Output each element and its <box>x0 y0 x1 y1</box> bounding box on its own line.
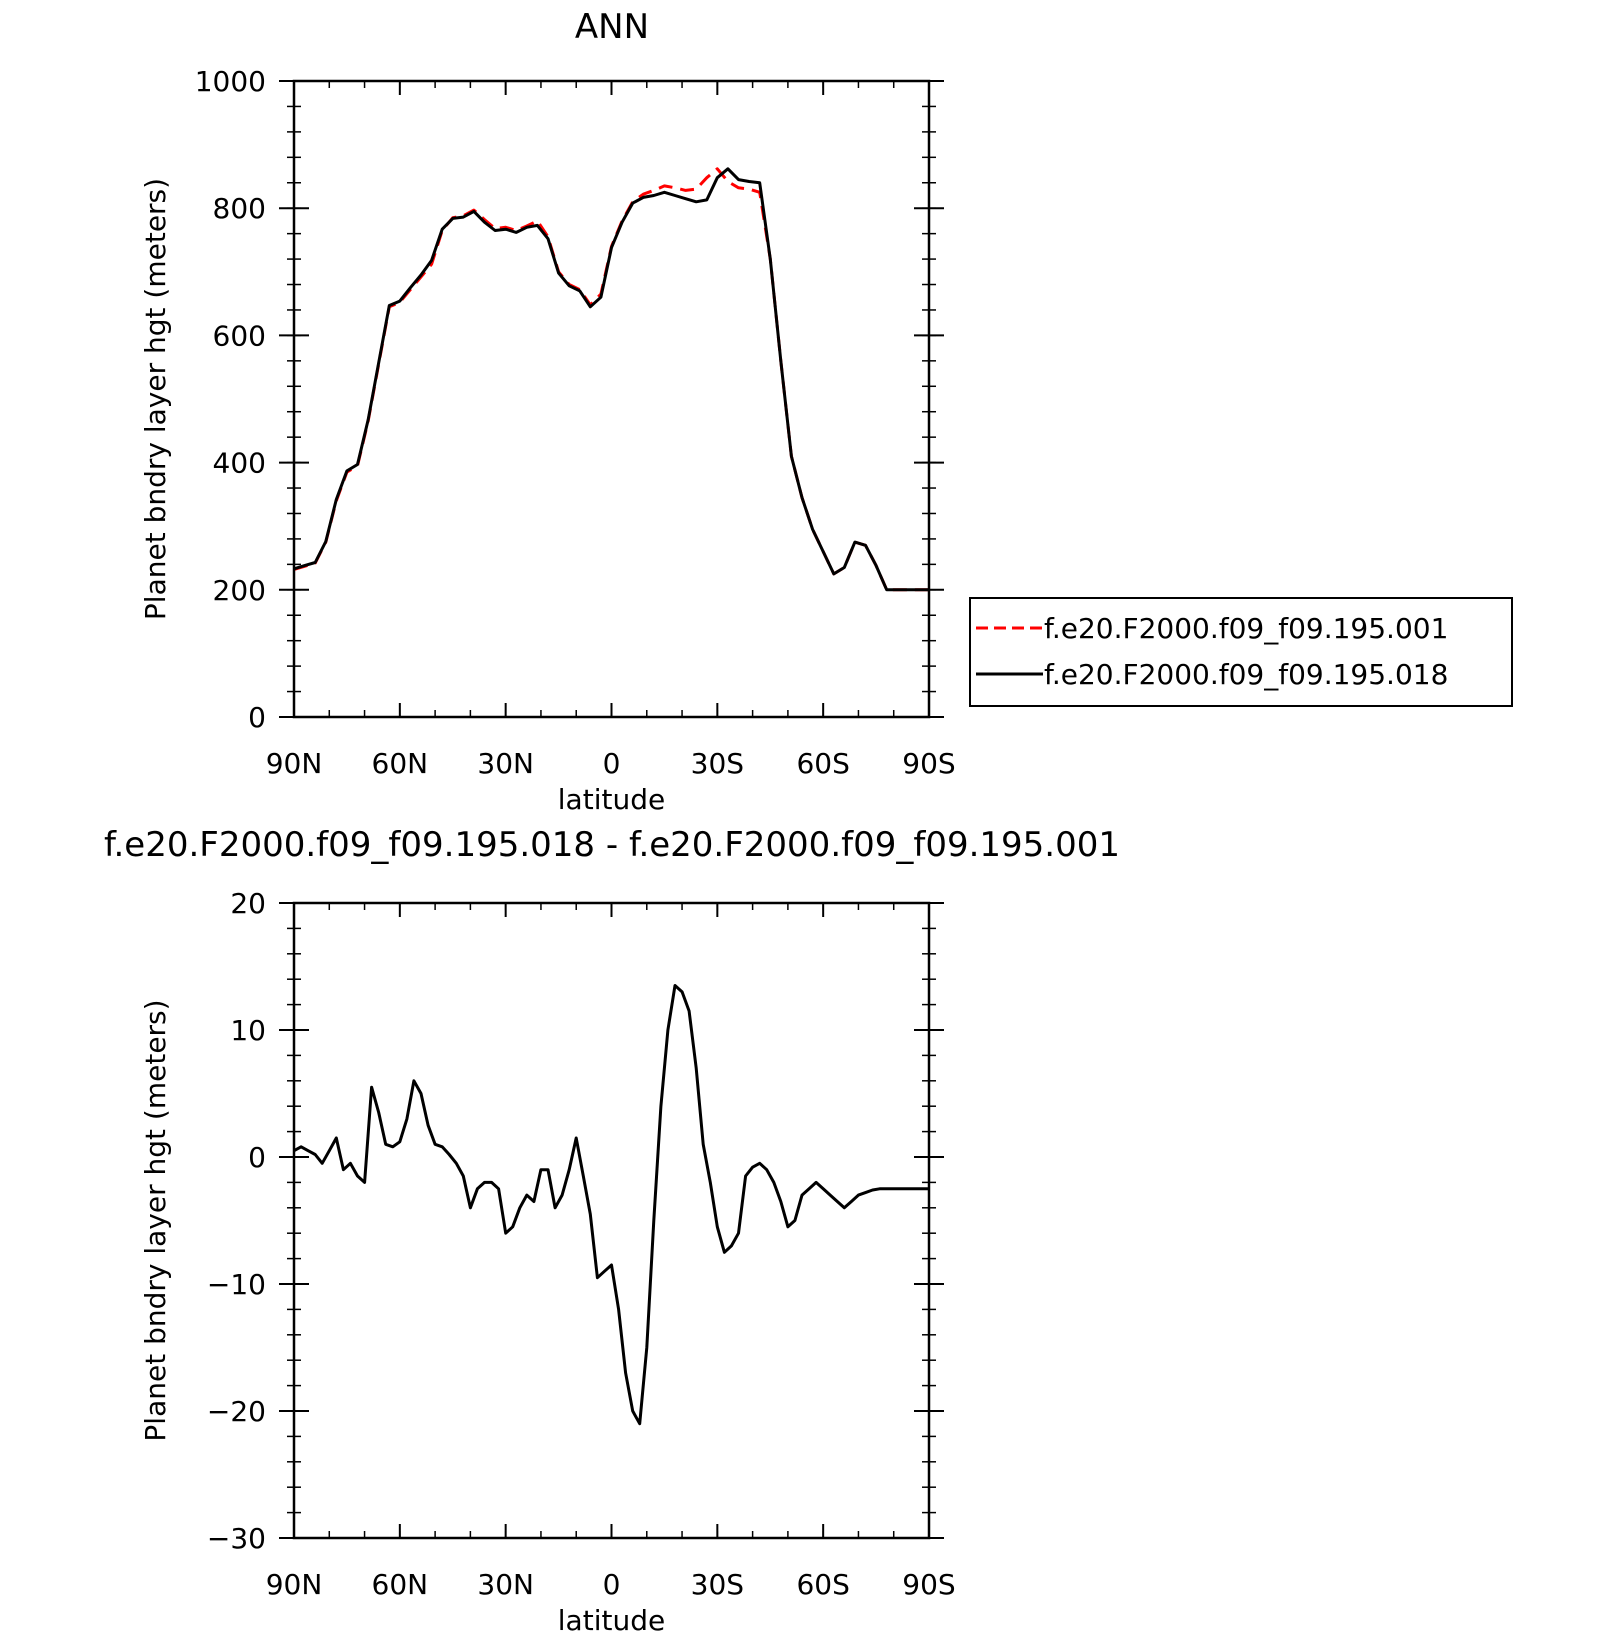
x-tick-label: 30N <box>477 747 534 780</box>
x-tick-label: 60S <box>796 1568 849 1601</box>
y-tick-label: 600 <box>213 319 266 352</box>
x-tick-label: 90N <box>266 1568 323 1601</box>
y-tick-label: −10 <box>207 1268 266 1301</box>
series-line-1 <box>293 167 929 592</box>
x-tick-label: 90S <box>902 1568 955 1601</box>
x-tick-label: 30S <box>691 747 744 780</box>
x-tick-label: 60N <box>372 1568 429 1601</box>
x-tick-label: 60S <box>796 747 849 780</box>
x-tick-label: 60N <box>372 747 429 780</box>
legend-entry: f.e20.F2000.f09_f09.195.018 <box>1044 658 1448 691</box>
plot-frame <box>292 79 931 719</box>
y-tick-label: 0 <box>248 1141 266 1174</box>
x-tick-label: 0 <box>603 1568 621 1601</box>
y-tick-label: 200 <box>213 574 266 607</box>
x-axis-label: latitude <box>558 783 665 816</box>
plot-frame <box>292 901 931 1540</box>
series-line-0 <box>293 167 929 592</box>
x-tick-label: 30S <box>691 1568 744 1601</box>
chart-title: ANN <box>575 7 649 47</box>
y-tick-label: 800 <box>213 192 266 225</box>
chart-top: ANN 90N 60N 30N 0 30S 60S 90S 0 200 400 600 800 1000 l… <box>139 7 956 816</box>
chart-difference: f.e20.F2000.f09_f09.195.018 - f.e20.F200… <box>104 825 1120 1635</box>
legend: f.e20.F2000.f09_f09.195.001 f.e20.F2000.f… <box>969 597 1513 707</box>
x-tick-label: 30N <box>477 1568 534 1601</box>
x-tick-label: 90N <box>266 747 323 780</box>
y-tick-label: 0 <box>248 701 266 734</box>
x-tick-label: 0 <box>603 747 621 780</box>
y-tick-label: 400 <box>213 447 266 480</box>
series-line-0 <box>293 984 929 1426</box>
legend-box <box>969 597 1513 707</box>
y-tick-label: 10 <box>230 1014 266 1047</box>
legend-entry: f.e20.F2000.f09_f09.195.001 <box>1044 612 1448 645</box>
y-tick-label: 20 <box>230 887 266 920</box>
y-tick-label: −30 <box>207 1522 266 1555</box>
x-axis-label: latitude <box>558 1604 665 1635</box>
x-tick-label: 90S <box>902 747 955 780</box>
y-tick-label: −20 <box>207 1395 266 1428</box>
y-tick-label: 1000 <box>195 65 266 98</box>
chart-title: f.e20.F2000.f09_f09.195.018 - f.e20.F200… <box>104 825 1120 865</box>
y-axis-label: Planet bndry layer hgt (meters) <box>139 999 172 1441</box>
y-axis-label: Planet bndry layer hgt (meters) <box>139 178 172 620</box>
